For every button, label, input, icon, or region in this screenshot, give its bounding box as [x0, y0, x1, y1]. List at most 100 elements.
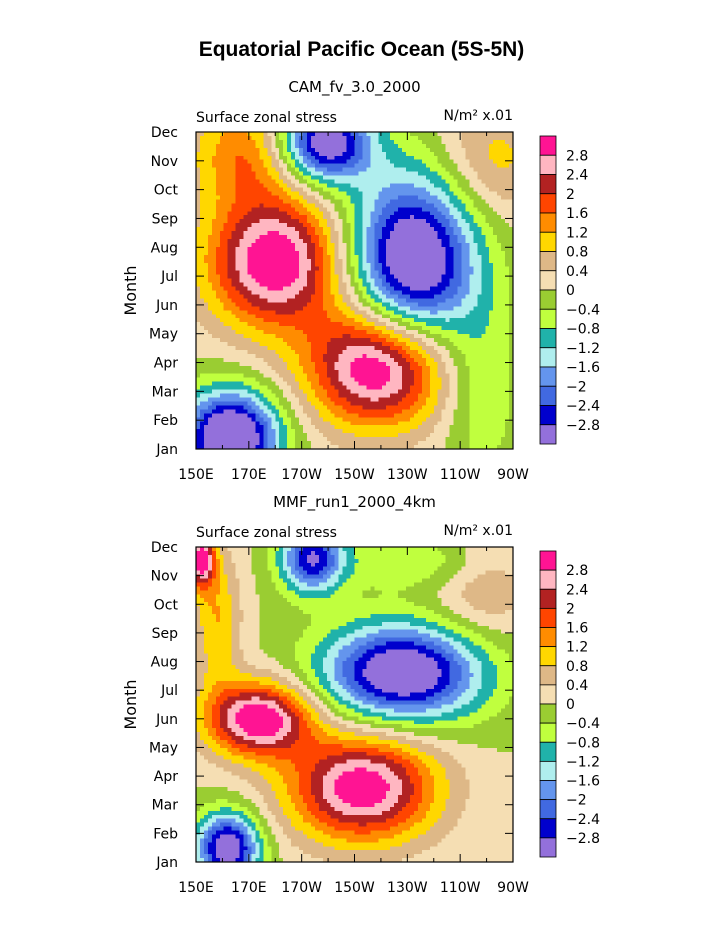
field-cell: [497, 187, 502, 193]
field-cell: [306, 262, 312, 268]
field-cell: [421, 238, 427, 244]
field-cell: [441, 250, 447, 256]
field-cell: [421, 361, 427, 367]
field-cell: [306, 282, 312, 288]
field-cell: [493, 361, 498, 367]
field-cell: [196, 266, 201, 272]
field-cell: [310, 139, 316, 145]
field-cell: [306, 167, 312, 173]
field-cell: [417, 322, 423, 327]
field-cell: [378, 175, 383, 181]
field-cell: [283, 171, 288, 177]
field-cell: [247, 306, 253, 311]
field-cell: [227, 361, 233, 367]
field-cell: [398, 365, 403, 371]
field-cell: [267, 357, 272, 363]
field-cell: [243, 282, 249, 288]
field-cell: [398, 183, 403, 189]
field-cell: [291, 278, 296, 284]
field-cell: [394, 132, 399, 137]
field-cell: [251, 302, 257, 307]
field-cell: [231, 290, 237, 296]
field-cell: [417, 286, 423, 292]
field-cell: [374, 175, 379, 181]
field-cell: [306, 266, 312, 272]
field-cell: [306, 135, 312, 141]
field-cell: [338, 132, 344, 137]
field-cell: [441, 132, 447, 137]
field-cell: [497, 310, 502, 315]
field-cell: [196, 179, 201, 185]
field-cell: [275, 345, 280, 351]
field-cell: [287, 159, 292, 165]
field-cell: [493, 238, 498, 244]
field-cell: [402, 357, 407, 363]
field-cell: [239, 132, 245, 137]
field-cell: [370, 322, 375, 327]
field-cell: [358, 135, 364, 141]
field-cell: [421, 211, 427, 216]
field-cell: [425, 227, 431, 232]
field-cell: [398, 342, 403, 347]
field-cell: [409, 163, 415, 169]
field-cell: [310, 211, 316, 216]
field-cell: [382, 151, 387, 157]
field-cell: [386, 199, 391, 204]
field-cell: [437, 365, 443, 371]
field-cell: [378, 322, 383, 327]
field-cell: [283, 294, 288, 300]
field-cell: [358, 223, 364, 228]
field-cell: [386, 183, 391, 189]
field-cell: [239, 231, 245, 236]
field-cell: [275, 235, 280, 240]
field-cell: [334, 286, 340, 292]
field-cell: [318, 294, 324, 300]
field-cell: [425, 318, 431, 323]
field-cell: [318, 215, 324, 220]
field-cell: [374, 155, 379, 161]
field-cell: [433, 250, 439, 256]
field-cell: [239, 306, 245, 311]
field-cell: [477, 203, 482, 208]
field-cell: [314, 258, 320, 264]
field-cell: [219, 345, 225, 351]
field-cell: [199, 298, 205, 303]
field-cell: [215, 318, 221, 323]
field-cell: [330, 373, 336, 379]
field-cell: [374, 334, 379, 339]
field-cell: [505, 132, 510, 137]
field-cell: [259, 306, 264, 311]
field-cell: [310, 353, 316, 359]
field-cell: [358, 274, 364, 280]
field-cell: [457, 155, 463, 161]
field-cell: [449, 163, 455, 169]
field-cell: [239, 175, 245, 181]
field-cell: [330, 278, 336, 284]
field-cell: [453, 227, 459, 232]
field-cell: [227, 310, 233, 315]
field-cell: [497, 250, 502, 256]
field-cell: [366, 171, 371, 177]
field-cell: [287, 310, 292, 315]
field-cell: [302, 314, 308, 319]
field-cell: [505, 199, 510, 204]
field-cell: [350, 342, 356, 347]
field-cell: [413, 373, 419, 379]
field-cell: [465, 163, 471, 169]
field-cell: [370, 203, 375, 208]
field-cell: [223, 187, 229, 193]
field-cell: [497, 266, 502, 272]
field-cell: [493, 266, 498, 272]
field-cell: [267, 278, 272, 284]
field-cell: [247, 132, 253, 137]
field-cell: [374, 171, 379, 177]
field-cell: [235, 223, 241, 228]
field-cell: [417, 235, 423, 240]
field-cell: [417, 163, 423, 169]
field-cell: [461, 278, 467, 284]
field-cell: [445, 163, 451, 169]
field-cell: [437, 187, 443, 193]
field-cell: [417, 151, 423, 157]
field-cell: [231, 353, 237, 359]
field-cell: [461, 235, 467, 240]
